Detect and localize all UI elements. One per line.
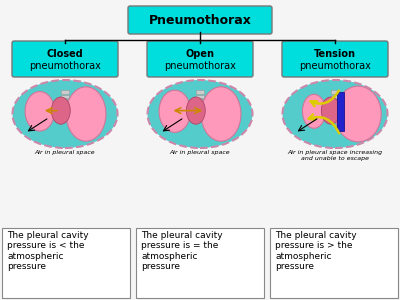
Ellipse shape bbox=[282, 80, 388, 148]
Ellipse shape bbox=[159, 90, 190, 132]
Bar bbox=[331, 90, 339, 94]
Ellipse shape bbox=[66, 87, 106, 141]
Text: Pneumothorax: Pneumothorax bbox=[148, 14, 252, 26]
Text: pneumothorax: pneumothorax bbox=[29, 61, 101, 71]
Ellipse shape bbox=[51, 97, 70, 124]
FancyBboxPatch shape bbox=[147, 41, 253, 77]
Bar bbox=[196, 103, 204, 107]
Bar bbox=[331, 108, 339, 112]
Bar bbox=[331, 103, 339, 107]
Bar bbox=[196, 99, 204, 103]
Ellipse shape bbox=[335, 86, 381, 142]
Text: Air in pleural space: Air in pleural space bbox=[35, 150, 95, 155]
Text: The pleural cavity
pressure is = the
atmospheric
pressure: The pleural cavity pressure is = the atm… bbox=[141, 231, 223, 271]
Bar bbox=[331, 94, 339, 98]
Ellipse shape bbox=[302, 94, 326, 128]
Bar bbox=[61, 90, 69, 94]
FancyBboxPatch shape bbox=[282, 41, 388, 77]
Text: Open: Open bbox=[186, 49, 214, 59]
Text: pneumothorax: pneumothorax bbox=[164, 61, 236, 71]
Bar bbox=[196, 90, 204, 94]
Bar bbox=[331, 112, 339, 116]
Text: Air in pleural space: Air in pleural space bbox=[170, 150, 230, 155]
Bar bbox=[61, 108, 69, 112]
Bar bbox=[2, 228, 130, 298]
Text: pneumothorax: pneumothorax bbox=[299, 61, 371, 71]
Bar bbox=[331, 99, 339, 103]
Bar bbox=[136, 228, 264, 298]
Text: Tension: Tension bbox=[314, 49, 356, 59]
Bar bbox=[337, 92, 344, 131]
FancyBboxPatch shape bbox=[12, 41, 118, 77]
Text: Closed: Closed bbox=[47, 49, 83, 59]
Ellipse shape bbox=[148, 80, 252, 148]
Bar bbox=[61, 103, 69, 107]
Bar bbox=[196, 108, 204, 112]
Ellipse shape bbox=[186, 97, 205, 124]
Ellipse shape bbox=[12, 80, 118, 148]
Ellipse shape bbox=[321, 97, 340, 124]
Ellipse shape bbox=[25, 92, 54, 131]
Text: The pleural cavity
pressure is < the
atmospheric
pressure: The pleural cavity pressure is < the atm… bbox=[7, 231, 89, 271]
Text: Air in pleural space increasing
and unable to escape: Air in pleural space increasing and unab… bbox=[288, 150, 382, 161]
Text: The pleural cavity
pressure is > the
atmospheric
pressure: The pleural cavity pressure is > the atm… bbox=[275, 231, 357, 271]
FancyBboxPatch shape bbox=[128, 6, 272, 34]
Bar bbox=[196, 94, 204, 98]
Bar bbox=[61, 112, 69, 116]
Bar bbox=[270, 228, 398, 298]
Bar bbox=[61, 99, 69, 103]
Bar bbox=[61, 94, 69, 98]
Ellipse shape bbox=[201, 87, 241, 141]
Bar bbox=[196, 112, 204, 116]
